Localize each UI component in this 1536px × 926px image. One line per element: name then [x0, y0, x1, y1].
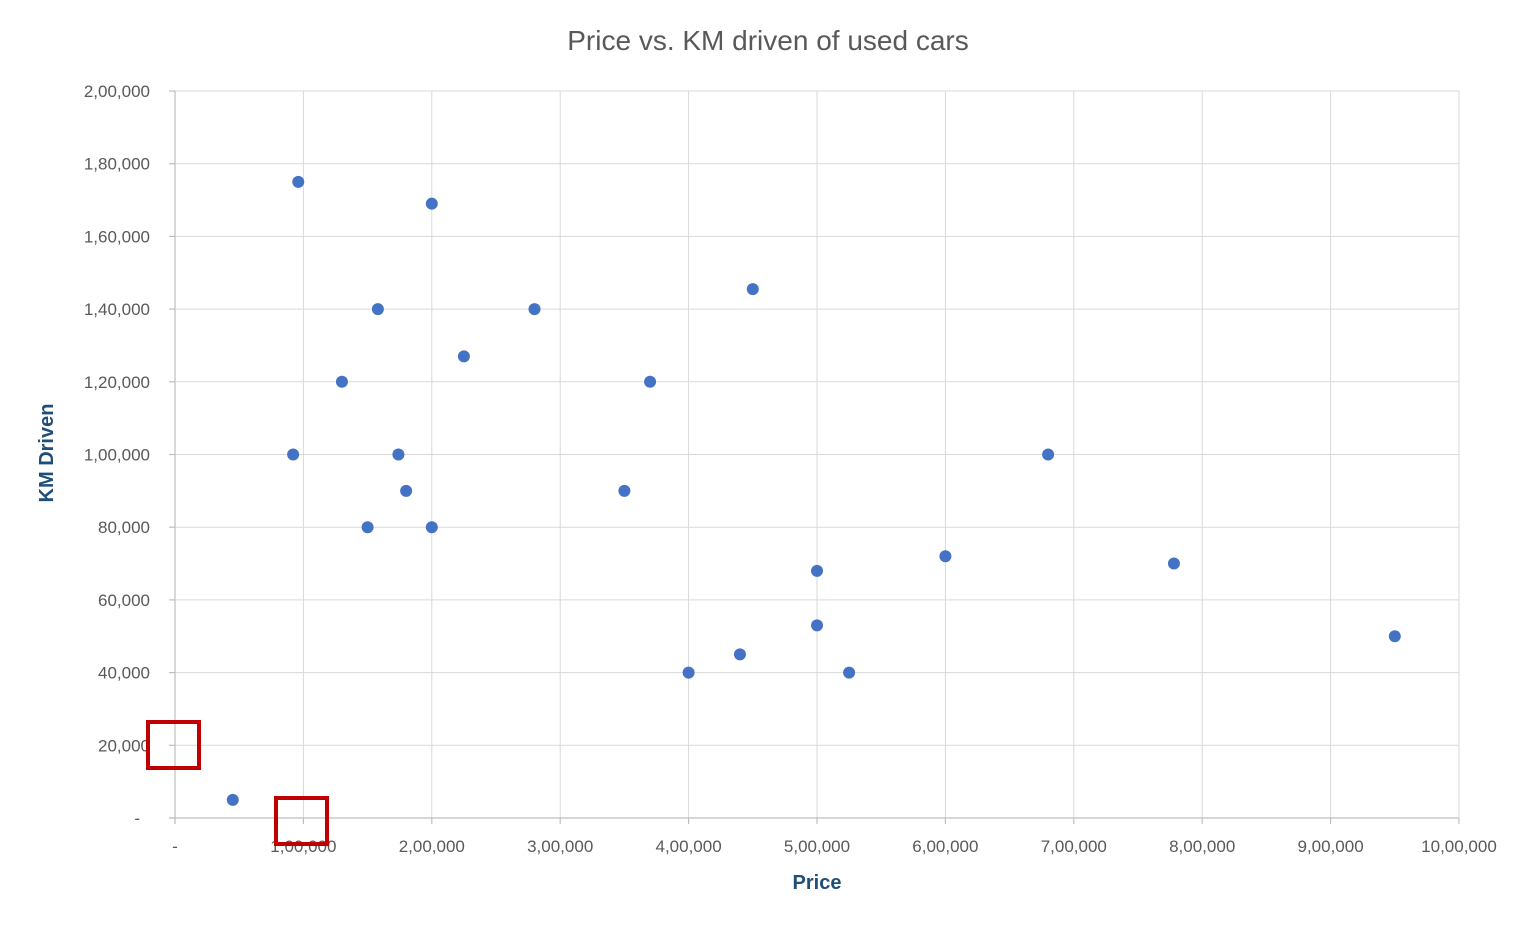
y-tick-label: 1,80,000: [84, 155, 150, 174]
x-tick-label: 7,00,000: [1041, 837, 1107, 856]
x-tick-label: 3,00,000: [527, 837, 593, 856]
x-tick-label: 10,00,000: [1421, 837, 1497, 856]
y-tick-label: 1,40,000: [84, 300, 150, 319]
data-point: [843, 666, 856, 679]
axis-layer: [169, 90, 1460, 824]
y-tick-label: 80,000: [98, 518, 150, 537]
data-point: [425, 521, 438, 534]
data-points: [226, 175, 1401, 806]
data-point: [528, 303, 541, 316]
data-point: [1167, 557, 1180, 570]
data-point: [292, 175, 305, 188]
data-point: [1042, 448, 1055, 461]
data-point: [682, 666, 695, 679]
highlight-boxes: [146, 720, 329, 846]
data-point: [425, 197, 438, 210]
y-tick-label: 40,000: [98, 664, 150, 683]
x-tick-label: 1,00,000: [270, 837, 336, 856]
data-point: [811, 619, 823, 632]
y-tick-label: 60,000: [98, 591, 150, 610]
y-tick-label: 1,00,000: [84, 446, 150, 465]
x-tick-label: 5,00,000: [784, 837, 850, 856]
y-tick-label: -: [134, 809, 140, 828]
x-tick-label: 8,00,000: [1169, 837, 1235, 856]
y-tick-label: 2,00,000: [84, 82, 150, 101]
data-point: [733, 648, 746, 661]
data-point: [400, 484, 413, 497]
highlight-box-y-tick: [146, 720, 201, 770]
y-tick-label: 20,000: [98, 736, 150, 755]
x-tick-labels: - 1,00,000 2,00,000 3,00,000 4,00,000 5,00,00…: [172, 837, 1497, 856]
x-tick-label: -: [172, 837, 178, 856]
data-point: [226, 793, 239, 806]
highlight-box-x-tick: [274, 796, 329, 846]
y-tick-labels: - 20,000 40,000 60,000 80,000 1,00,000 1,20,00…: [84, 82, 150, 828]
data-point: [939, 550, 952, 563]
data-point: [1388, 630, 1401, 643]
data-point: [457, 350, 470, 363]
y-tick-label: 1,20,000: [84, 373, 150, 392]
data-point: [371, 303, 384, 316]
x-tick-label: 6,00,000: [912, 837, 978, 856]
y-tick-label: 1,60,000: [84, 227, 150, 246]
data-point: [644, 375, 657, 388]
data-point: [618, 484, 631, 497]
data-point: [287, 448, 300, 461]
data-point: [335, 375, 348, 388]
data-point: [361, 521, 374, 534]
chart-title: Price vs. KM driven of used cars: [567, 25, 968, 56]
x-tick-label: 4,00,000: [656, 837, 722, 856]
grid-layer: [175, 90, 1460, 818]
x-tick-label: 2,00,000: [399, 837, 465, 856]
x-tick-label: 9,00,000: [1298, 837, 1364, 856]
data-point: [811, 564, 823, 577]
x-axis-label: Price: [793, 872, 842, 894]
data-point: [746, 283, 759, 296]
data-point: [392, 448, 405, 461]
y-axis-label: KM Driven: [36, 404, 58, 503]
